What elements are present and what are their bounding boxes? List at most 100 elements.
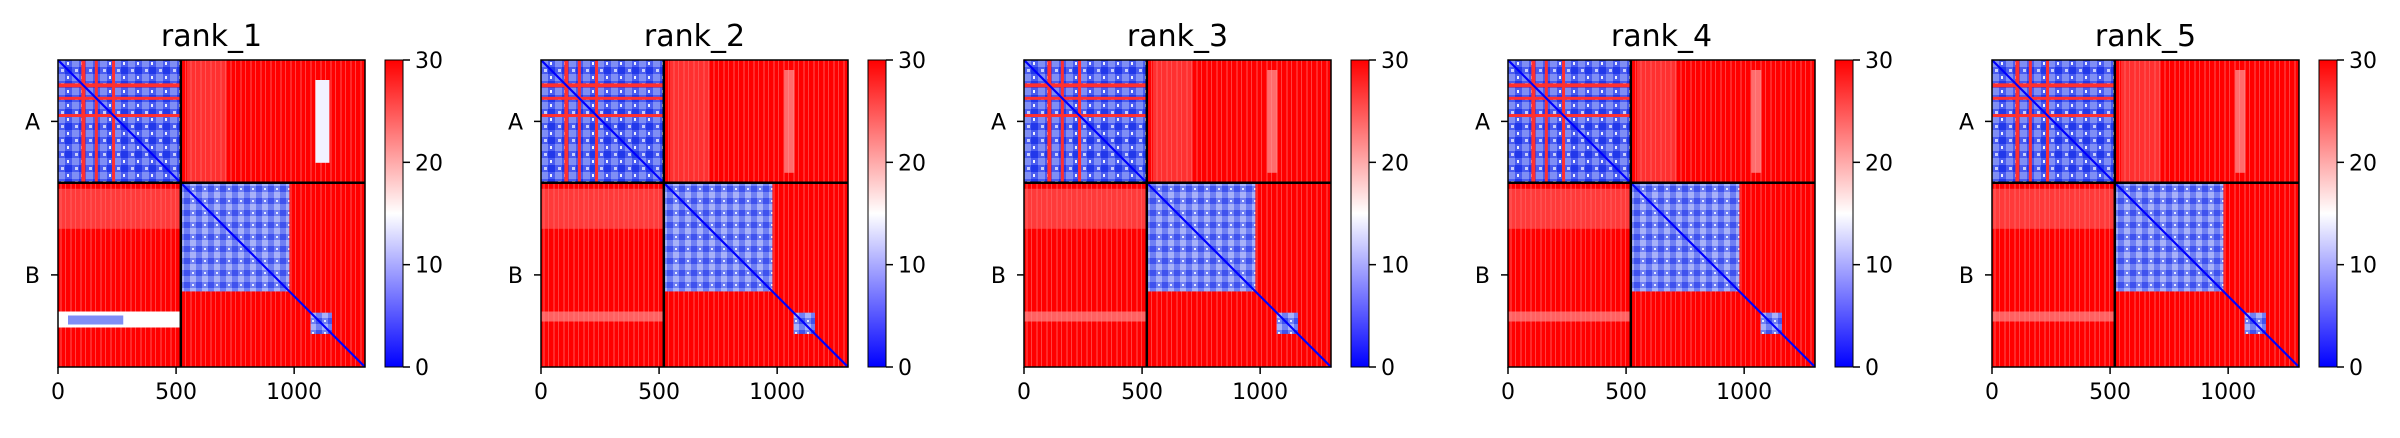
heatmap-stripe xyxy=(1562,60,1566,183)
colorbar: 0 10 20 30 xyxy=(384,49,443,381)
x-tick-label: 500 xyxy=(2089,380,2131,405)
heatmap-stripe xyxy=(1992,96,2115,100)
heatmap-stripe xyxy=(1992,83,2115,88)
heatmap-stripe xyxy=(1078,60,1082,183)
colorbar-tick-label: 0 xyxy=(2349,356,2363,381)
heatmap-streak xyxy=(1992,188,2115,229)
heatmap-stripe xyxy=(1544,60,1548,183)
heatmap-stripe xyxy=(112,60,116,183)
heatmap-diagonal xyxy=(540,59,849,368)
panel-title: rank_1 xyxy=(161,19,262,54)
panel-title: rank_5 xyxy=(2095,19,2196,54)
x-tick-label: 500 xyxy=(1605,380,1647,405)
heatmap-stripe xyxy=(2015,60,2020,183)
colorbar-tick-label: 30 xyxy=(2349,49,2377,74)
colorbar: 0 10 20 30 xyxy=(867,49,926,381)
heatmap-stripe xyxy=(58,114,181,118)
y-tick-label: A xyxy=(1475,110,1490,135)
panel-title: rank_3 xyxy=(1127,19,1228,54)
colorbar-gradient xyxy=(867,59,887,368)
heatmap-panel-5: rank_5 A B 0 500 1000 0 10 20 30 xyxy=(1959,19,2377,405)
heatmap-diagonal xyxy=(1991,59,2300,368)
colorbar: 0 10 20 30 xyxy=(1350,49,1409,381)
colorbar-tick-label: 0 xyxy=(898,356,912,381)
colorbar-tick-label: 0 xyxy=(415,356,429,381)
x-tick-label: 1000 xyxy=(266,380,322,405)
heatmap-stripe xyxy=(81,60,86,183)
colorbar-tick-label: 10 xyxy=(898,254,926,279)
y-tick-label: B xyxy=(25,264,40,289)
heatmap-stripe xyxy=(1024,114,1147,118)
x-tick-label: 0 xyxy=(1017,380,1031,405)
colorbar-tick-label: 20 xyxy=(898,151,926,176)
colorbar-gradient xyxy=(2318,59,2338,368)
heatmap-streak xyxy=(1751,70,1762,173)
heatmap-streak xyxy=(1508,188,1631,229)
heatmap-stripe xyxy=(1508,83,1631,88)
x-tick-label: 500 xyxy=(155,380,197,405)
colorbar-tick-label: 30 xyxy=(1381,49,1409,74)
panel-title: rank_2 xyxy=(644,19,745,54)
heatmap-panel-1: rank_1 A B 0 500 1000 0 10 20 30 xyxy=(25,19,443,405)
colorbar-tick-label: 20 xyxy=(1865,151,1893,176)
heatmap-streak xyxy=(1992,311,2115,322)
colorbar-tick-label: 30 xyxy=(415,49,443,74)
y-tick-label: B xyxy=(1959,264,1974,289)
heatmap-stripe xyxy=(541,114,664,118)
heatmap-streak xyxy=(1636,60,1677,183)
x-tick-label: 0 xyxy=(1501,380,1515,405)
heatmap-panel-3: rank_3 A B 0 500 1000 0 10 20 30 xyxy=(991,19,1409,405)
y-tick-label: A xyxy=(991,110,1006,135)
heatmap-stripe xyxy=(1508,96,1631,100)
colorbar-tick-label: 10 xyxy=(2349,254,2377,279)
x-tick-label: 0 xyxy=(51,380,65,405)
heatmap-stripe xyxy=(595,60,599,183)
heatmap-frame xyxy=(540,59,849,368)
y-tick-label: B xyxy=(1475,264,1490,289)
heatmap-streak xyxy=(1508,311,1631,322)
heatmap-stripe xyxy=(1024,96,1147,100)
heatmap-streak xyxy=(784,70,795,173)
colorbar-gradient xyxy=(1834,59,1854,368)
x-tick-label: 0 xyxy=(1985,380,1999,405)
colorbar-gradient xyxy=(1350,59,1370,368)
colorbar: 0 10 20 30 xyxy=(2318,49,2377,381)
heatmap-panel-4: rank_4 A B 0 500 1000 0 10 20 30 xyxy=(1475,19,1893,405)
heatmap-panel-2: rank_2 A B 0 500 1000 0 10 20 30 xyxy=(508,19,926,405)
heatmap-stripe xyxy=(1531,60,1536,183)
colorbar-tick-label: 10 xyxy=(1381,254,1409,279)
heatmap-stripe xyxy=(564,60,569,183)
heatmap-streak xyxy=(541,188,664,229)
heatmap-diagonal xyxy=(1023,59,1332,368)
y-tick-label: B xyxy=(508,264,523,289)
heatmap-frame xyxy=(57,59,366,368)
y-tick-label: B xyxy=(991,264,1006,289)
heatmap-stripe xyxy=(2028,60,2032,183)
x-tick-label: 1000 xyxy=(1232,380,1288,405)
colorbar-tick-label: 20 xyxy=(415,151,443,176)
heatmap-streak xyxy=(58,188,181,229)
heatmap-streak xyxy=(1024,311,1147,322)
heatmap-stripe xyxy=(1060,60,1064,183)
heatmap-stripe xyxy=(58,83,181,88)
heatmap-frame xyxy=(1023,59,1332,368)
y-tick-label: A xyxy=(508,110,523,135)
colorbar-tick-label: 30 xyxy=(1865,49,1893,74)
colorbar-tick-label: 10 xyxy=(415,254,443,279)
heatmap-streak xyxy=(1267,70,1278,173)
heatmap-streak xyxy=(68,315,124,325)
x-tick-label: 0 xyxy=(534,380,548,405)
heatmap-diagonal xyxy=(57,59,366,368)
heatmap-streak xyxy=(2120,60,2161,183)
colorbar-tick-label: 10 xyxy=(1865,254,1893,279)
colorbar-tick-label: 0 xyxy=(1865,356,1879,381)
heatmap-streak xyxy=(315,80,330,163)
y-tick-label: A xyxy=(1959,110,1974,135)
heatmap-streak xyxy=(1152,60,1193,183)
heatmap-stripe xyxy=(58,96,181,100)
x-tick-label: 1000 xyxy=(749,380,805,405)
heatmap-stripe xyxy=(1508,114,1631,118)
colorbar: 0 10 20 30 xyxy=(1834,49,1893,381)
x-tick-label: 500 xyxy=(638,380,680,405)
